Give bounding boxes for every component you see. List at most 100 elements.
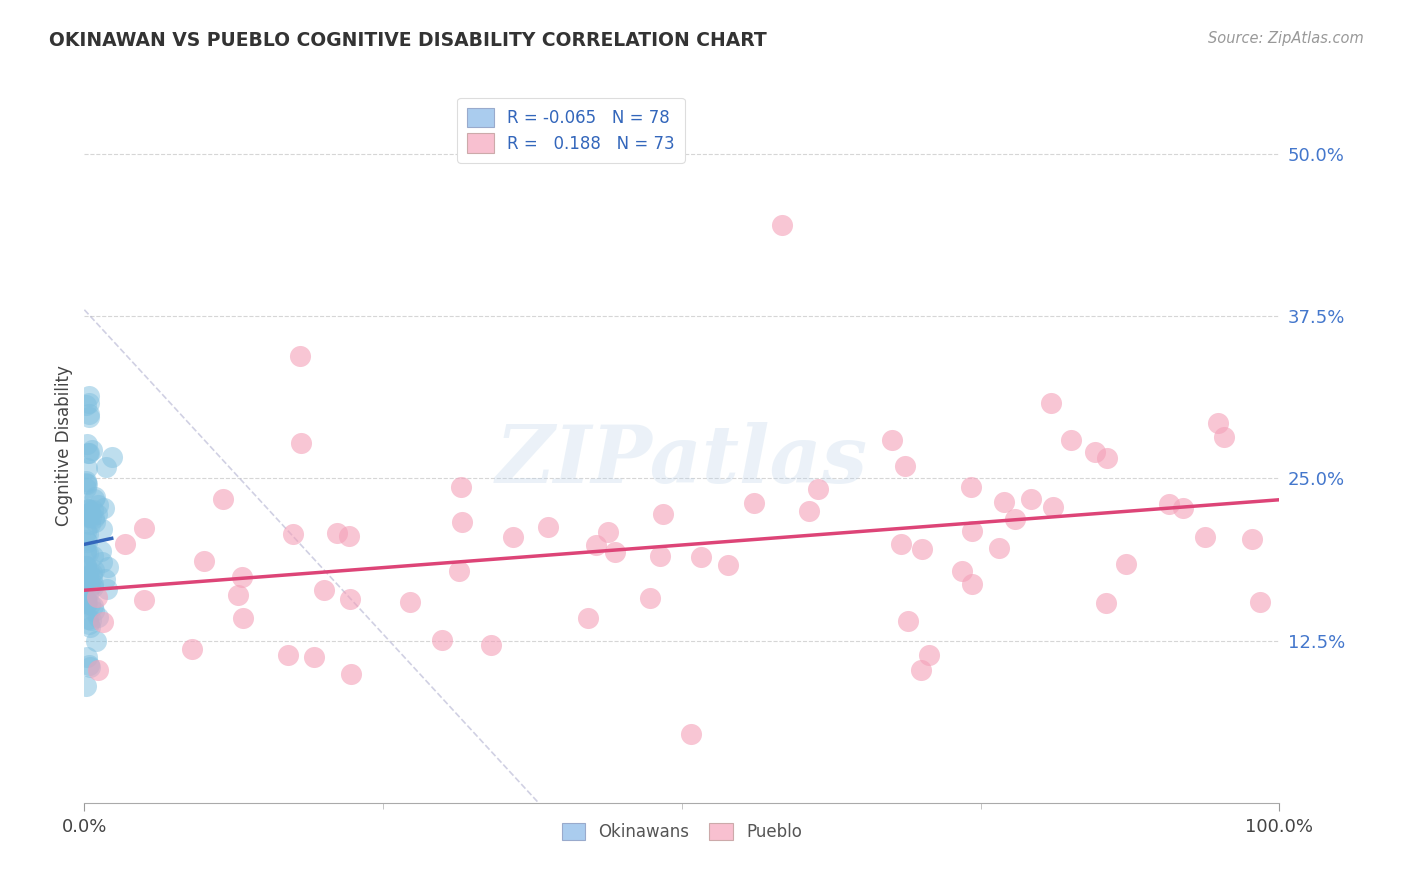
Point	[77, 446, 100, 460]
Point	[76, 502, 98, 516]
Point	[890, 537, 912, 551]
Point	[75, 544, 97, 558]
Point	[82, 503, 104, 517]
Point	[75, 559, 97, 574]
Point	[77, 565, 100, 579]
Point	[1115, 557, 1137, 571]
Point	[960, 577, 983, 591]
Point	[75, 507, 97, 521]
Point	[326, 526, 349, 541]
Point	[76, 650, 98, 665]
Point	[77, 503, 100, 517]
Point	[340, 667, 363, 681]
Point	[585, 538, 607, 552]
Point	[880, 434, 903, 448]
Y-axis label: Cognitive Disability: Cognitive Disability	[55, 366, 73, 526]
Point	[652, 508, 675, 522]
Point	[1206, 416, 1229, 430]
Point	[79, 617, 101, 632]
Point	[451, 515, 474, 529]
Point	[77, 574, 100, 589]
Point	[228, 588, 250, 602]
Point	[76, 477, 98, 491]
Point	[90, 555, 112, 569]
Point	[281, 527, 304, 541]
Point	[479, 638, 502, 652]
Point	[84, 633, 107, 648]
Point	[83, 511, 105, 525]
Point	[75, 592, 97, 607]
Point	[86, 610, 108, 624]
Point	[79, 659, 101, 673]
Point	[770, 219, 793, 233]
Point	[76, 596, 98, 610]
Point	[77, 612, 100, 626]
Point	[75, 558, 97, 573]
Point	[87, 498, 110, 512]
Point	[82, 577, 104, 591]
Point	[1004, 512, 1026, 526]
Point	[717, 558, 740, 572]
Point	[231, 570, 253, 584]
Point	[1249, 595, 1271, 609]
Point	[79, 581, 101, 595]
Point	[132, 592, 155, 607]
Point	[75, 476, 97, 491]
Point	[80, 566, 103, 580]
Point	[80, 570, 103, 584]
Point	[950, 564, 973, 578]
Point	[988, 541, 1011, 555]
Point	[86, 507, 108, 521]
Point	[80, 613, 103, 627]
Point	[75, 597, 97, 611]
Point	[1019, 491, 1042, 506]
Point	[193, 554, 215, 568]
Point	[86, 663, 108, 677]
Point	[97, 560, 120, 574]
Point	[537, 520, 560, 534]
Point	[576, 611, 599, 625]
Point	[76, 574, 98, 588]
Point	[75, 593, 97, 607]
Point	[897, 615, 920, 629]
Point	[638, 591, 661, 605]
Point	[77, 510, 100, 524]
Point	[75, 481, 97, 495]
Point	[100, 450, 122, 464]
Point	[75, 533, 97, 547]
Point	[83, 515, 105, 529]
Point	[82, 580, 104, 594]
Point	[290, 349, 312, 363]
Point	[993, 495, 1015, 509]
Point	[432, 633, 454, 648]
Point	[1059, 433, 1081, 447]
Point	[76, 535, 98, 549]
Point	[114, 537, 136, 551]
Point	[960, 480, 983, 494]
Point	[84, 490, 107, 504]
Point	[83, 563, 105, 577]
Point	[90, 522, 112, 536]
Point	[1212, 430, 1234, 444]
Point	[75, 524, 97, 539]
Point	[96, 582, 118, 597]
Point	[75, 679, 97, 693]
Point	[807, 482, 830, 496]
Point	[302, 650, 325, 665]
Point	[232, 610, 254, 624]
Point	[399, 595, 422, 609]
Point	[277, 648, 299, 663]
Point	[77, 545, 100, 559]
Point	[93, 501, 115, 516]
Point	[91, 615, 114, 630]
Point	[79, 505, 101, 519]
Text: Source: ZipAtlas.com: Source: ZipAtlas.com	[1208, 31, 1364, 46]
Point	[83, 492, 105, 507]
Point	[1040, 396, 1063, 410]
Point	[603, 544, 626, 558]
Point	[79, 620, 101, 634]
Point	[134, 521, 156, 535]
Point	[290, 436, 312, 450]
Point	[1171, 501, 1194, 516]
Point	[77, 396, 100, 410]
